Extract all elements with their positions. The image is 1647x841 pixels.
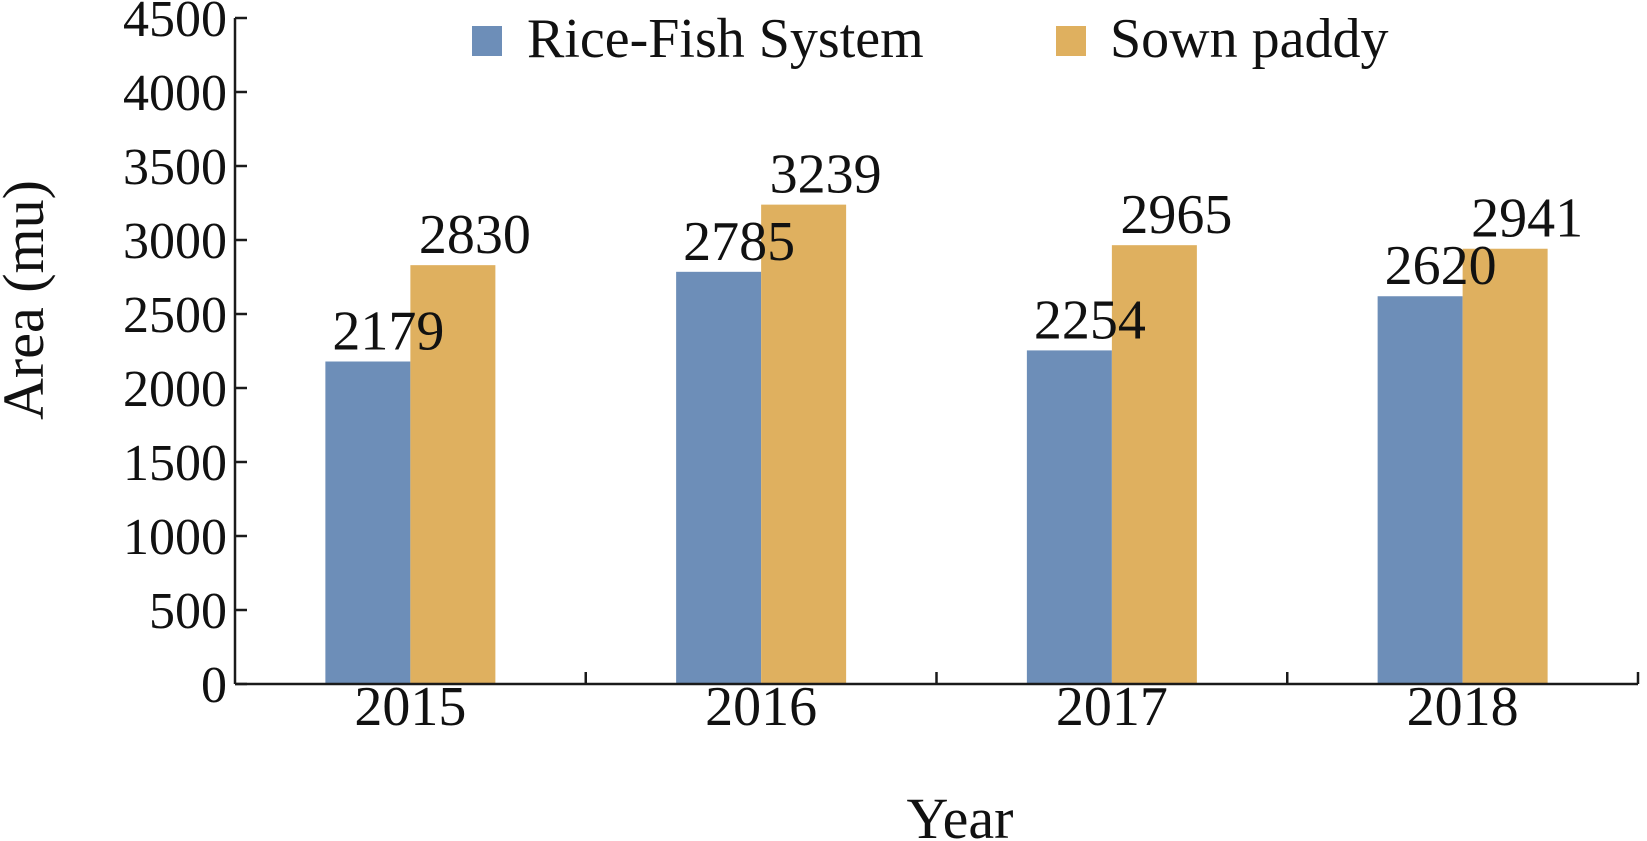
y-axis-title: Area (mu): [0, 180, 56, 420]
y-tick-label: 4500: [123, 0, 227, 48]
bar-rice-fish-system-2018: [1377, 296, 1463, 684]
legend-label-rice-fish-system: Rice-Fish System: [527, 8, 924, 70]
data-label: 2785: [683, 211, 795, 273]
bars: [325, 204, 1548, 685]
bar-sown-paddy-2017: [1111, 245, 1197, 684]
x-category-label: 2017: [1056, 676, 1168, 738]
x-category-label: 2016: [705, 676, 817, 738]
y-axis-ticks: 0 500 1000 1500 2000 2500 3000 3500 4000 4500: [123, 0, 247, 714]
legend-swatch-sown-paddy: [1056, 26, 1086, 56]
x-category-label: 2015: [354, 676, 466, 738]
y-tick-label: 2000: [123, 361, 227, 418]
y-tick-label: 2500: [123, 287, 227, 344]
data-label: 2254: [1034, 289, 1146, 351]
bar-sown-paddy-2018: [1462, 248, 1548, 684]
bar-sown-paddy-2016: [761, 204, 847, 685]
legend: Rice-Fish System Sown paddy: [472, 8, 1388, 70]
y-tick-label: 0: [201, 657, 227, 714]
data-label: 2965: [1120, 184, 1232, 246]
data-label: 3239: [770, 144, 882, 206]
y-tick-label: 3500: [123, 139, 227, 196]
bar-rice-fish-system-2015: [325, 361, 411, 684]
data-label: 2620: [1385, 235, 1497, 297]
y-tick-label: 500: [149, 583, 227, 640]
data-label: 2179: [332, 301, 444, 363]
y-tick-label: 1000: [123, 509, 227, 566]
x-category-label: 2018: [1407, 676, 1519, 738]
legend-label-sown-paddy: Sown paddy: [1110, 8, 1388, 70]
x-axis-title: Year: [907, 786, 1014, 841]
y-tick-label: 3000: [123, 213, 227, 270]
data-label: 2941: [1471, 188, 1583, 250]
bar-sown-paddy-2015: [410, 265, 496, 684]
y-tick-label: 1500: [123, 435, 227, 492]
y-tick-label: 4000: [123, 65, 227, 122]
bar-rice-fish-system-2016: [676, 271, 762, 684]
data-label: 2830: [419, 204, 531, 266]
legend-swatch-rice-fish-system: [472, 26, 502, 56]
bar-rice-fish-system-2017: [1026, 350, 1112, 684]
x-axis-categories: 2015 2016 2017 2018: [354, 672, 1640, 738]
